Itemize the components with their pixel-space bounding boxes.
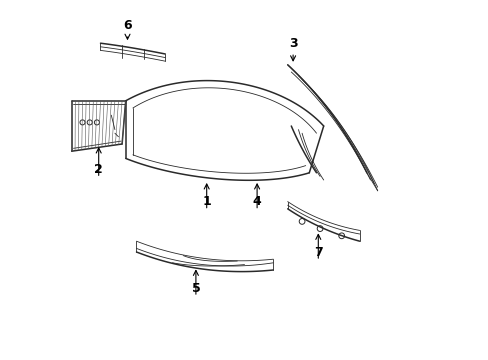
Text: 3: 3 [288, 37, 297, 50]
Text: 5: 5 [191, 282, 200, 294]
Text: 6: 6 [123, 19, 132, 32]
Text: 1: 1 [202, 195, 211, 208]
Text: 4: 4 [252, 195, 261, 208]
Text: 2: 2 [94, 163, 103, 176]
Text: 7: 7 [313, 246, 322, 258]
